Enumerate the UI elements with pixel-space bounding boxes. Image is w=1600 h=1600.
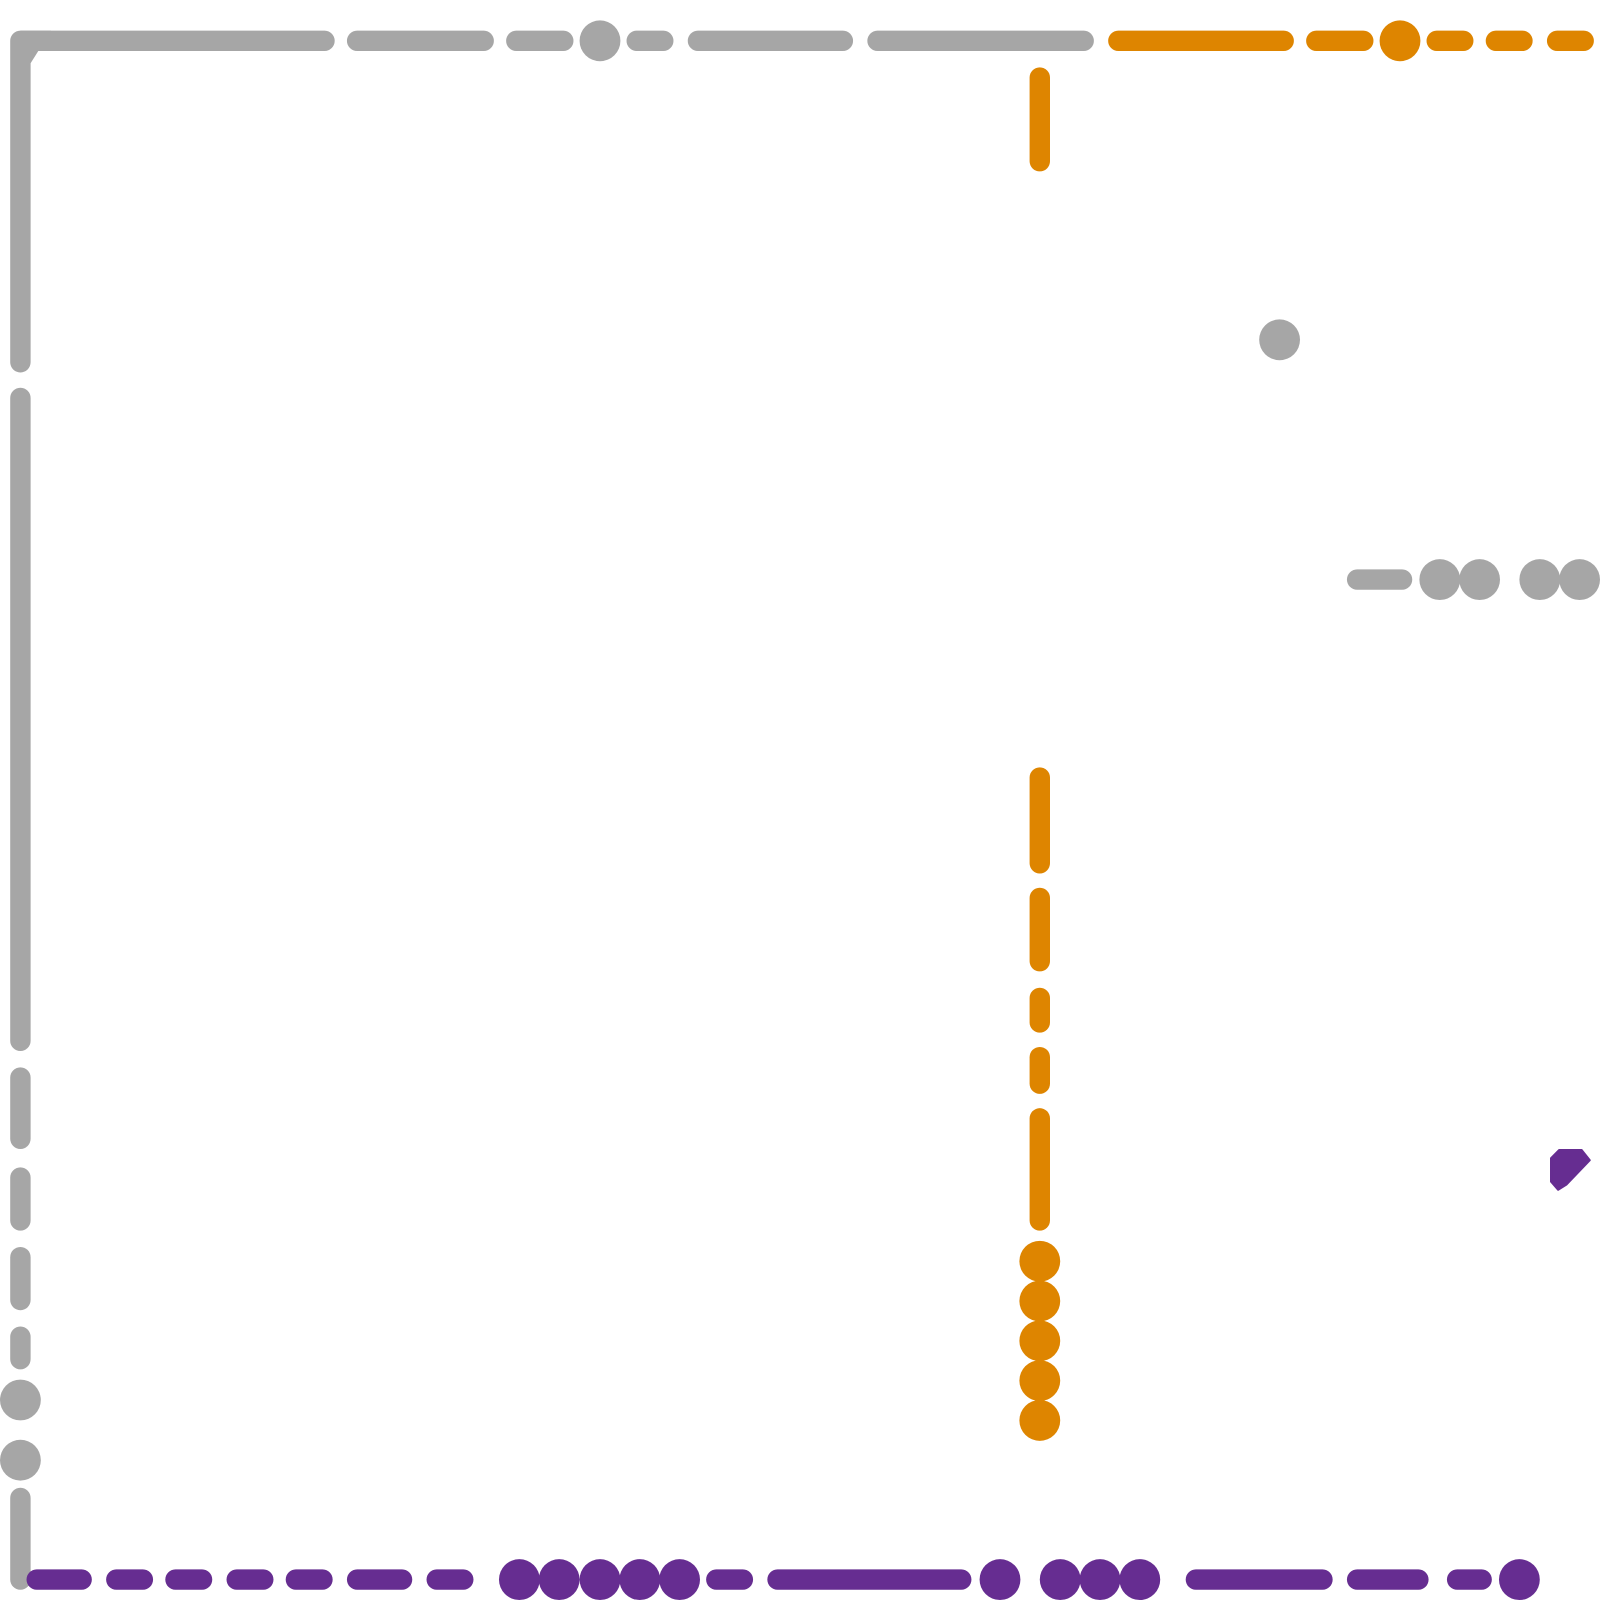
dot [1039, 1559, 1081, 1600]
dot [1259, 319, 1300, 361]
dot [1379, 20, 1421, 62]
dot [1019, 1240, 1061, 1282]
dot [659, 1559, 700, 1600]
dot [538, 1559, 580, 1600]
dot [579, 1559, 621, 1600]
dot [1019, 1400, 1061, 1441]
dot [1459, 559, 1500, 600]
gray-track [0, 20, 1600, 1590]
dot [1079, 1559, 1121, 1600]
dot [1119, 1559, 1161, 1600]
dot [0, 1439, 41, 1481]
purple-track [26, 1148, 1591, 1600]
dot [979, 1559, 1021, 1600]
dot [1419, 559, 1461, 600]
corner-fill [1550, 1148, 1591, 1191]
dot [1519, 559, 1561, 600]
dot [1498, 1559, 1540, 1600]
corner-fill [20, 30, 52, 64]
dot [619, 1559, 661, 1600]
dot [579, 20, 621, 62]
corner-line [10, 30, 335, 373]
dot [0, 1379, 41, 1421]
dot [1559, 559, 1600, 600]
dot [498, 1559, 540, 1600]
dot [1019, 1280, 1061, 1322]
dot [1019, 1320, 1061, 1362]
orange-track [1019, 20, 1594, 1441]
dot [1019, 1360, 1061, 1402]
